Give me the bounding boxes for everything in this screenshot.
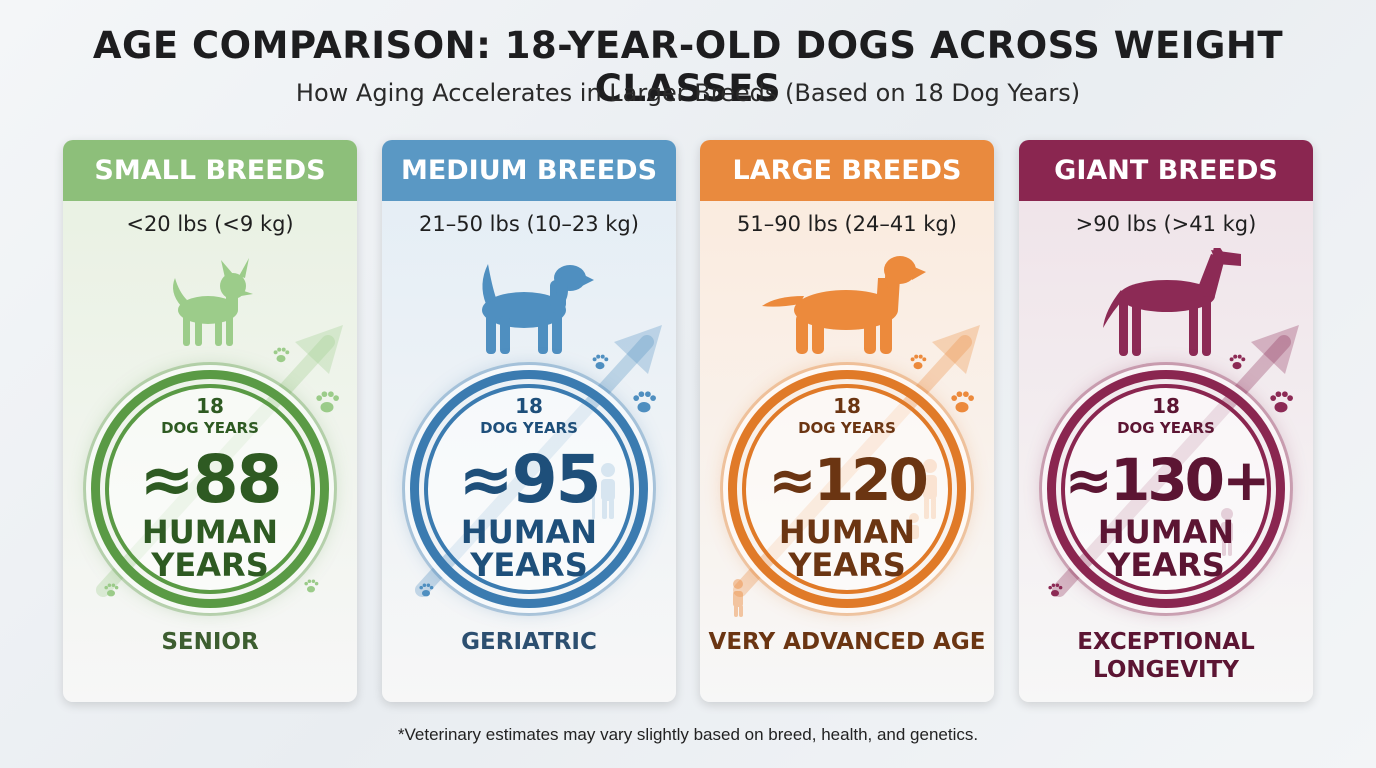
dog-years-value: 18 [196, 394, 224, 418]
chihuahua-icon [173, 258, 253, 346]
dog-years-label: DOG YEARS [480, 419, 578, 437]
weight-range: <20 lbs (<9 kg) [126, 212, 294, 236]
dog-years-value: 18 [1152, 394, 1180, 418]
human-label: HUMAN [460, 513, 598, 551]
card-header: SMALL BREEDS [63, 140, 357, 201]
dog-years-label: DOG YEARS [1117, 419, 1215, 437]
years-label: YEARS [470, 546, 588, 584]
human-label: HUMAN [1097, 513, 1235, 551]
human-years-value: ≈88 [139, 441, 282, 518]
dog-years-label: DOG YEARS [161, 419, 259, 437]
golden-retriever-icon [762, 256, 926, 354]
footnote: *Veterinary estimates may vary slightly … [397, 725, 979, 744]
paw-prints-icon [1048, 354, 1293, 597]
life-stage-label: SENIOR [161, 629, 259, 655]
age-badge: 18 DOG YEARS ≈95 HUMAN YEARS [410, 370, 648, 608]
dog-years-value: 18 [515, 394, 543, 418]
age-badge-inner [742, 384, 952, 594]
page-title: AGE COMPARISON: 18-YEAR-OLD DOGS ACROSS … [92, 24, 1284, 110]
life-stage-label: EXCEPTIONAL LONGEVITY [1077, 629, 1255, 683]
card-small-breeds: SMALL BREEDS <20 lbs (<9 kg) 18 DOG YE [63, 140, 357, 702]
page-subtitle: How Aging Accelerates in Larger Breeds (… [295, 79, 1081, 107]
card-header: GIANT BREEDS [1019, 140, 1313, 201]
years-label: YEARS [1107, 546, 1225, 584]
weight-range: >90 lbs (>41 kg) [1075, 212, 1257, 236]
human-label: HUMAN [778, 513, 916, 551]
paw-prints-icon [419, 354, 656, 597]
age-badge: 18 DOG YEARS ≈120 HUMAN YEARS [728, 370, 966, 608]
age-badge: 18 DOG YEARS ≈88 HUMAN YEARS [91, 370, 329, 608]
age-badge: 18 DOG YEARS ≈130+ HUMAN YEARS [1047, 370, 1285, 608]
card-medium-breeds: MEDIUM BREEDS 21–50 lbs (10–23 kg) [382, 140, 676, 702]
life-stage-label: GERIATRIC [461, 629, 597, 655]
beagle-icon [482, 264, 594, 354]
age-badge-inner [1061, 384, 1271, 594]
card-giant-breeds: GIANT BREEDS >90 lbs (>41 kg) [1019, 140, 1313, 702]
weight-range: 51–90 lbs (24–41 kg) [737, 212, 957, 236]
age-badge-inner [105, 384, 315, 594]
card-large-breeds: LARGE BREEDS 51–90 lbs (24–41 kg) [700, 140, 994, 702]
years-label: YEARS [788, 546, 906, 584]
great-dane-icon [1103, 248, 1241, 356]
years-label: YEARS [151, 546, 269, 584]
dog-years-label: DOG YEARS [798, 419, 896, 437]
paw-prints-icon [104, 347, 339, 597]
age-badge-inner [424, 384, 634, 594]
human-years-value: ≈130+ [1064, 446, 1270, 514]
paw-prints-icon [910, 354, 974, 413]
card-header: MEDIUM BREEDS [382, 140, 676, 201]
dog-years-value: 18 [833, 394, 861, 418]
human-label: HUMAN [141, 513, 279, 551]
life-stage-label: VERY ADVANCED AGE [708, 629, 986, 655]
human-years-value: ≈120 [768, 446, 929, 514]
human-years-value: ≈95 [458, 441, 601, 518]
weight-range: 21–50 lbs (10–23 kg) [419, 212, 639, 236]
card-header: LARGE BREEDS [700, 140, 994, 201]
